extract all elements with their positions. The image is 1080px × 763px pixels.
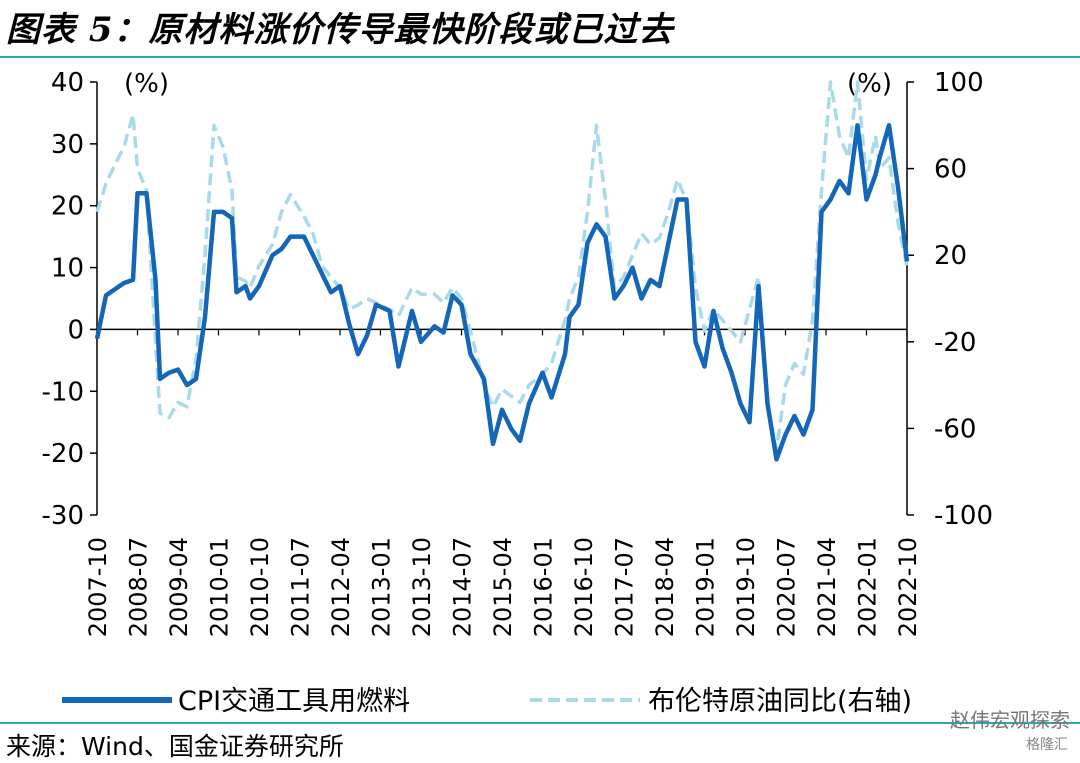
legend-label-cpi: CPI交通工具用燃料	[178, 686, 410, 717]
x-tick-label: 2014-07	[449, 537, 477, 637]
x-tick-label: 2020-07	[773, 537, 801, 637]
x-tick-label: 2019-10	[732, 537, 760, 637]
right-tick-label: 100	[934, 68, 984, 98]
source-note: 来源：Wind、国金证券研究所	[6, 732, 344, 761]
x-tick-label: 2016-01	[530, 537, 558, 637]
x-tick-label: 2012-04	[327, 537, 355, 637]
right-axis-unit: (%)	[847, 69, 892, 99]
legend-label-brent: 布伦特原油同比(右轴)	[648, 686, 912, 717]
x-tick-label: 2022-01	[854, 537, 882, 637]
x-tick-label: 2010-01	[206, 537, 234, 637]
brent-series-line	[95, 80, 909, 452]
x-tick-label: 2013-10	[408, 537, 436, 637]
x-tick-label: 2019-01	[692, 537, 720, 637]
x-tick-label: 2021-04	[813, 537, 841, 637]
footer-rule	[0, 722, 1080, 724]
x-tick-label: 2016-10	[570, 537, 598, 637]
left-tick-label: -10	[42, 377, 84, 407]
x-tick-label: 2007-10	[84, 537, 112, 637]
x-tick-label: 2008-07	[125, 537, 153, 637]
right-tick-label: -60	[934, 414, 976, 444]
x-tick-label: 2022-10	[894, 537, 922, 637]
left-tick-label: 0	[67, 315, 84, 345]
left-tick-label: 10	[51, 254, 84, 284]
page-title: 图表 5：原材料涨价传导最快阶段或已过去	[6, 10, 674, 50]
x-tick-label: 2011-07	[287, 537, 315, 637]
right-tick-label: -100	[934, 501, 993, 531]
right-tick-label: 20	[934, 241, 967, 271]
right-tick-label: -20	[934, 328, 976, 358]
x-tick-label: 2017-07	[611, 537, 639, 637]
x-tick-label: 2015-04	[489, 537, 517, 637]
left-tick-label: 40	[51, 68, 84, 98]
left-tick-label: -30	[42, 501, 84, 531]
right-tick-label: 60	[934, 155, 967, 185]
left-tick-label: 30	[51, 130, 84, 160]
x-tick-label: 2018-04	[651, 537, 679, 637]
x-tick-label: 2013-01	[368, 537, 396, 637]
watermark-sub: 格隆汇	[1026, 737, 1068, 753]
x-tick-label: 2010-10	[246, 537, 274, 637]
left-tick-label: 20	[51, 192, 84, 222]
x-tick-label: 2009-04	[165, 537, 193, 637]
left-tick-label: -20	[42, 439, 84, 469]
cpi-series-line	[94, 123, 910, 462]
title-rule	[0, 56, 1080, 58]
left-axis-unit: (%)	[124, 69, 169, 99]
watermark-text: 赵伟宏观探索	[950, 708, 1070, 732]
